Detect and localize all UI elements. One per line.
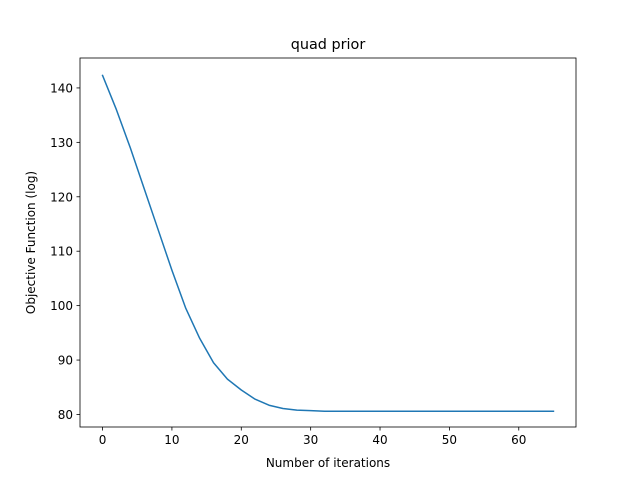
y-tick-label: 90	[58, 354, 73, 368]
x-tick-label: 10	[164, 433, 179, 447]
x-tick-label: 20	[234, 433, 249, 447]
x-tick-label: 0	[99, 433, 107, 447]
y-axis-label: Objective Function (log)	[24, 171, 38, 314]
y-tick-label: 120	[50, 190, 73, 204]
y-tick-label: 140	[50, 81, 73, 95]
x-axis-ticks: 0 10 20 30 40 50 60	[99, 427, 526, 447]
x-axis-label: Number of iterations	[266, 456, 390, 470]
y-tick-label: 100	[50, 299, 73, 313]
series-line-1	[101, 74, 555, 412]
x-tick-label: 40	[372, 433, 387, 447]
y-tick-label: 110	[50, 245, 73, 259]
chart-title: quad prior	[291, 37, 366, 53]
y-tick-label: 80	[58, 408, 73, 422]
x-tick-label: 60	[511, 433, 526, 447]
plot-frame	[79, 57, 577, 428]
series-layer	[101, 74, 555, 412]
y-axis-ticks: 80 90 100 110 120 130 140	[50, 81, 80, 422]
x-tick-label: 50	[442, 433, 457, 447]
y-tick-label: 130	[50, 136, 73, 150]
x-tick-label: 30	[303, 433, 318, 447]
